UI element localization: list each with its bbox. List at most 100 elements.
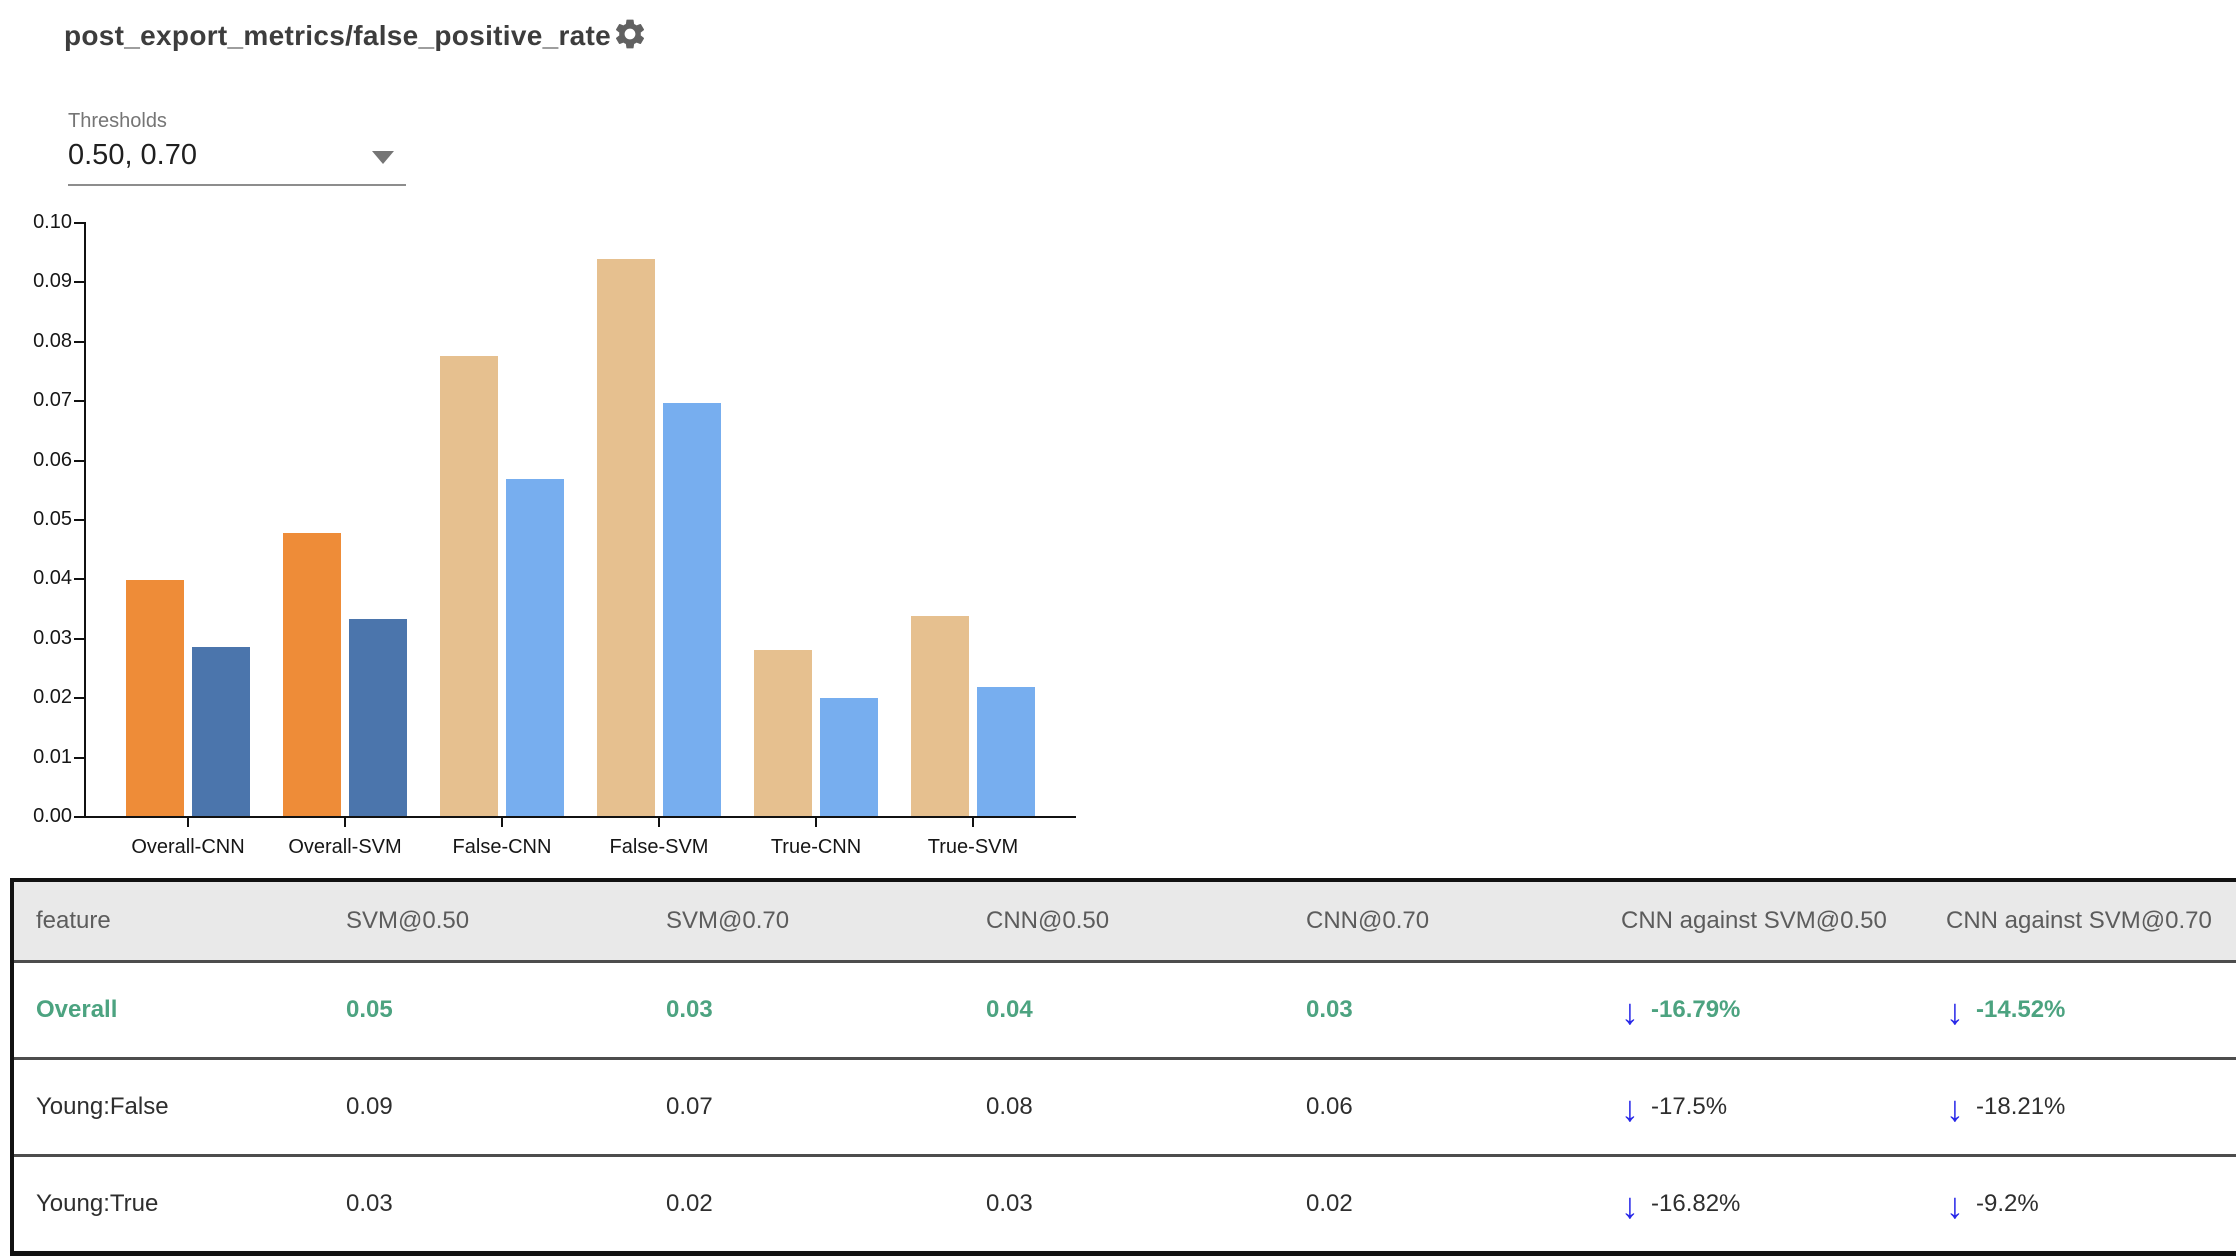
comparison-cell: ↓ -16.82% [1620,1156,1945,1252]
y-axis-tick-label: 0.10 [33,211,72,233]
metric-value-cell: 0.02 [1306,1190,1353,1217]
arrow-down-icon: ↓ [1621,991,1639,1032]
comparison-percentage: -14.52% [1976,996,2066,1023]
y-axis-tick-label: 0.09 [33,270,72,293]
y-axis-tick-label: 0.07 [33,389,72,412]
y-axis-tick [74,222,84,224]
metric-value-cell: 0.02 [666,1190,713,1217]
comparison-percentage: -9.2% [1976,1190,2039,1217]
comparison-cell: ↓ -9.2% [1945,1156,2236,1252]
metrics-table-container: feature SVM@0.50 SVM@0.70 CNN@0.50 CNN@0.70 C… [10,878,2236,1256]
x-axis-tick [344,818,346,827]
column-header-cnn-against-svm-0-50[interactable]: CNN against SVM@0.50 [1620,882,1945,963]
y-axis-tick-label: 0.05 [33,508,72,530]
table-row: Overall 0.05 0.03 0.04 0.03 ↓ -16.79% ↓ -14.52% [14,961,2236,1060]
column-header-feature[interactable]: feature [14,882,345,963]
page-title: post_export_metrics/false_positive_rate [64,20,612,51]
comparison-percentage: -18.21% [1976,1093,2066,1120]
arrow-down-icon: ↓ [1621,1088,1639,1129]
x-axis-tick [658,818,660,827]
bar-overall-svm-threshold-070[interactable] [349,619,407,816]
bar-overall-svm-threshold-050[interactable] [283,533,341,816]
x-axis-line [84,816,1076,818]
feature-cell: Overall [14,961,345,1060]
metrics-table: feature SVM@0.50 SVM@0.70 CNN@0.50 CNN@0.70 C… [14,882,2236,1251]
y-axis-tick [74,578,84,581]
bar-true-cnn-threshold-070[interactable] [820,698,878,816]
arrow-down-icon: ↓ [1946,1088,1964,1129]
metric-value-cell: 0.08 [985,1058,1305,1157]
x-axis-label: False-SVM [609,836,709,858]
thresholds-value: 0.50, 0.70 [68,139,197,171]
y-axis-tick [74,697,84,700]
metric-value-cell: 0.05 [345,961,665,1060]
feature-cell: Young:False [14,1058,345,1157]
bar-false-cnn-threshold-070[interactable] [506,479,564,816]
column-header-svm-0-70[interactable]: SVM@0.70 [665,882,985,963]
x-axis-label: True-CNN [770,836,862,858]
y-axis-tick [74,281,84,284]
comparison-cell: ↓ -16.79% [1620,961,1945,1060]
x-axis-tick [972,818,974,827]
y-axis-tick-label: 0.04 [33,567,72,590]
y-axis-tick-label: 0.08 [33,329,72,352]
arrow-down-icon: ↓ [1946,1185,1964,1226]
y-axis-tick [74,459,84,462]
bar-true-cnn-threshold-050[interactable] [754,650,812,816]
y-axis-tick [74,340,84,343]
metric-value-cell: 0.09 [345,1058,665,1157]
x-axis-tick [187,818,189,827]
comparison-cell: ↓ -17.5% [1620,1058,1945,1157]
column-header-svm-0-50[interactable]: SVM@0.50 [345,882,665,963]
y-axis-tick [74,400,84,403]
arrow-down-icon: ↓ [1621,1185,1639,1226]
table-row: Young:True 0.03 0.02 0.03 0.02 ↓ -16.82% ↓ -9.2% [14,1156,2236,1252]
metric-value-cell: 0.03 [665,961,985,1060]
metric-value-cell: 0.04 [985,961,1305,1060]
thresholds-dropdown[interactable]: Thresholds 0.50, 0.70 [68,110,406,186]
column-header-cnn-0-70[interactable]: CNN@0.70 [1305,882,1620,963]
bar-false-svm-threshold-070[interactable] [663,403,721,816]
x-axis-label: Overall-CNN [131,836,245,858]
comparison-cell: ↓ -18.21% [1945,1058,2236,1157]
y-axis-tick-label: 0.00 [33,805,72,827]
comparison-cell: ↓ -14.52% [1945,961,2236,1060]
y-axis-tick [74,637,84,640]
gear-icon[interactable] [612,16,648,52]
column-header-cnn-0-50[interactable]: CNN@0.50 [985,882,1305,963]
y-axis-line [84,222,86,818]
bar-overall-cnn-threshold-070[interactable] [192,647,250,816]
bar-true-svm-threshold-070[interactable] [977,687,1035,816]
arrow-down-icon: ↓ [1946,991,1964,1032]
metric-value-cell: 0.06 [1305,1058,1620,1157]
y-axis-tick [74,756,84,759]
comparison-percentage: -17.5% [1651,1093,1728,1120]
feature-cell: Young:True [36,1190,159,1217]
x-axis-label: Overall-SVM [288,836,402,858]
metric-value-cell: 0.03 [346,1190,393,1217]
bar-true-svm-threshold-050[interactable] [911,616,969,816]
thresholds-label: Thresholds [68,110,167,132]
x-axis-tick [501,818,503,827]
metric-value-cell: 0.07 [665,1058,985,1157]
false-positive-rate-bar-chart: 0.00 0.01 0.02 0.03 0.04 0.05 0.06 0.07 0.08 0.09… [0,0,1200,880]
x-axis-label: False-CNN [452,836,552,858]
chevron-down-icon [372,151,394,164]
bar-overall-cnn-threshold-050[interactable] [126,580,184,816]
comparison-percentage: -16.82% [1651,1190,1741,1217]
bar-false-svm-threshold-050[interactable] [597,259,655,816]
bar-false-cnn-threshold-050[interactable] [440,356,498,816]
y-axis-tick [74,816,84,818]
column-header-cnn-against-svm-0-70[interactable]: CNN against SVM@0.70 [1945,882,2236,963]
x-axis-tick [815,818,817,827]
y-axis-tick-label: 0.02 [33,686,72,709]
y-axis-tick-label: 0.01 [33,745,72,768]
y-axis-tick-label: 0.03 [33,626,72,649]
metric-value-cell: 0.03 [1305,961,1620,1060]
y-axis-tick-label: 0.06 [33,448,72,471]
y-axis-tick [74,519,84,521]
x-axis-label: True-SVM [927,836,1019,858]
metric-value-cell: 0.03 [986,1190,1033,1217]
table-row: Young:False 0.09 0.07 0.08 0.06 ↓ -17.5% ↓ -18.2… [14,1058,2236,1157]
